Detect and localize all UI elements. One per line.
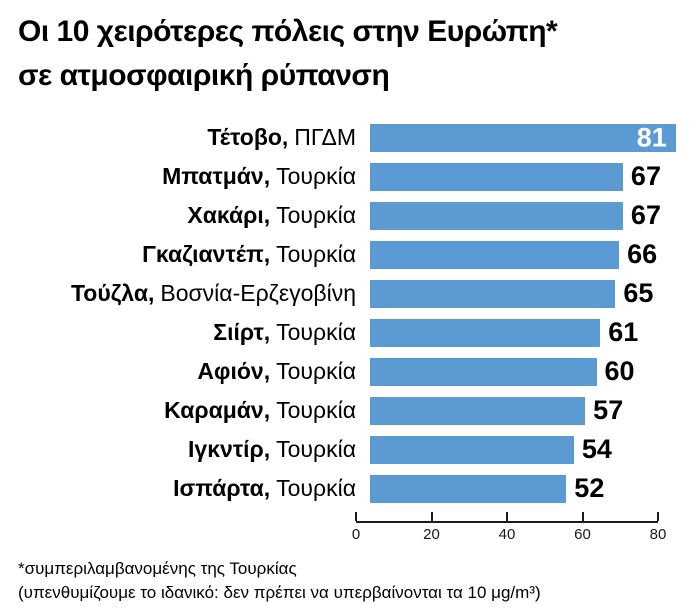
- bar-track: 66: [370, 239, 672, 270]
- bar: 81: [370, 122, 676, 152]
- bar: [370, 396, 586, 425]
- bar-label: Αφιόν, Τουρκία: [18, 358, 370, 385]
- bar-track: 67: [370, 161, 672, 192]
- country-name: Τουρκία: [276, 241, 356, 267]
- country-name: Τουρκία: [276, 358, 356, 384]
- country-name: Τουρκία: [276, 475, 356, 501]
- bar: [370, 240, 620, 269]
- bar-row: Καραμάν, Τουρκία 57: [18, 391, 678, 430]
- x-axis-tick-label: 40: [498, 526, 516, 543]
- city-name: Σιίρτ,: [213, 319, 271, 345]
- footnote-line2: (υπενθυμίζουμε το ιδανικό: δεν πρέπει να…: [18, 583, 541, 602]
- x-axis: 0 20 40 60 80: [352, 512, 667, 544]
- bar: [370, 162, 623, 191]
- country-name: ΠΓΔΜ: [294, 124, 356, 150]
- bar: [370, 318, 601, 347]
- x-axis-tick: [430, 512, 433, 521]
- bar-track: 52: [370, 473, 672, 504]
- bar-value: 66: [627, 239, 658, 269]
- city-name: Χακάρι,: [187, 202, 271, 228]
- x-axis-line: [355, 512, 659, 523]
- bar-value: 81: [636, 122, 667, 152]
- bar-track: 54: [370, 434, 672, 465]
- bar-row: Χακάρι, Τουρκία 67: [18, 196, 678, 235]
- bar-label: Τούζλα, Βοσνία-Ερζεγοβίνη: [18, 280, 370, 307]
- bar-value: 60: [604, 356, 635, 386]
- bar-label: Ιγκντίρ, Τουρκία: [18, 436, 370, 463]
- bar-chart: Τέτοβο, ΠΓΔΜ 81 Μπατμάν, Τουρκία 67 Χακάρι…: [18, 118, 678, 544]
- x-axis-tick-label: 80: [649, 526, 667, 543]
- bar-row: Ιγκντίρ, Τουρκία 54: [18, 430, 678, 469]
- city-name: Αφιόν,: [197, 358, 271, 384]
- chart-title: Οι 10 χειρότερες πόλεις στην Ευρώπη* σε …: [18, 10, 678, 98]
- footnote-line1: *συμπεριλαμβανομένης της Τουρκίας: [18, 559, 297, 578]
- country-name: Τουρκία: [276, 319, 356, 345]
- city-name: Ιγκντίρ,: [188, 436, 271, 462]
- bar-label: Μπατμάν, Τουρκία: [18, 163, 370, 190]
- bar-label: Σιίρτ, Τουρκία: [18, 319, 370, 346]
- city-name: Γκαζιαντέπ,: [142, 241, 271, 267]
- x-axis-tick: [581, 512, 584, 521]
- city-name: Ισπάρτα,: [173, 475, 271, 501]
- city-name: Μπατμάν,: [162, 163, 271, 189]
- x-axis-tick: [355, 512, 357, 521]
- x-axis-tick-label: 0: [351, 526, 361, 543]
- bar-track: 57: [370, 395, 672, 426]
- country-name: Τουρκία: [276, 202, 356, 228]
- bar-row: Τέτοβο, ΠΓΔΜ 81: [18, 118, 678, 157]
- x-axis-tick-label: 60: [574, 526, 591, 543]
- city-name: Τούζλα,: [70, 280, 155, 306]
- x-axis-tick: [506, 512, 508, 521]
- bar-label: Καραμάν, Τουρκία: [18, 397, 370, 424]
- country-name: Τουρκία: [276, 163, 356, 189]
- chart-title-line2: σε ατμοσφαιρική ρύπανση: [18, 59, 390, 92]
- x-axis-labels: 0 20 40 60 80: [352, 523, 667, 544]
- city-name: Καραμάν,: [164, 397, 271, 423]
- city-name: Τέτοβο,: [207, 124, 289, 150]
- bar-track: 67: [370, 200, 672, 231]
- country-name: Τουρκία: [276, 397, 356, 423]
- bar-value: 61: [608, 317, 639, 347]
- bar: [370, 435, 574, 464]
- bar-value: 67: [630, 161, 661, 191]
- bar-label: Χακάρι, Τουρκία: [18, 202, 370, 229]
- bar-value: 67: [630, 200, 661, 230]
- bar-row: Τούζλα, Βοσνία-Ερζεγοβίνη 65: [18, 274, 678, 313]
- bar-row: Αφιόν, Τουρκία 60: [18, 352, 678, 391]
- footnotes: *συμπεριλαμβανομένης της Τουρκίας (υπενθ…: [18, 557, 678, 605]
- bar-track: 61: [370, 317, 672, 348]
- bar-row: Σιίρτ, Τουρκία 61: [18, 313, 678, 352]
- x-axis-tick-label: 20: [423, 526, 440, 543]
- country-name: Βοσνία-Ερζεγοβίνη: [160, 280, 356, 306]
- bar-track: 81: [370, 122, 676, 152]
- bar: [370, 201, 623, 230]
- x-axis-tick: [657, 512, 659, 521]
- bar-track: 65: [370, 278, 672, 309]
- bar: [370, 279, 616, 308]
- bar-value: 54: [581, 434, 612, 464]
- bar-row: Ισπάρτα, Τουρκία 52: [18, 469, 678, 508]
- bar-label: Γκαζιαντέπ, Τουρκία: [18, 241, 370, 268]
- bar-label: Τέτοβο, ΠΓΔΜ: [18, 124, 370, 151]
- bar-row: Γκαζιαντέπ, Τουρκία 66: [18, 235, 678, 274]
- bar: [370, 474, 567, 503]
- bar: [370, 357, 597, 386]
- bar-label: Ισπάρτα, Τουρκία: [18, 475, 370, 502]
- bar-value: 52: [574, 473, 605, 503]
- bar-row: Μπατμάν, Τουρκία 67: [18, 157, 678, 196]
- bar-track: 60: [370, 356, 672, 387]
- bar-value: 65: [623, 278, 654, 308]
- bar-value: 57: [593, 395, 624, 425]
- chart-title-line1: Οι 10 χειρότερες πόλεις στην Ευρώπη*: [18, 15, 558, 48]
- country-name: Τουρκία: [276, 436, 356, 462]
